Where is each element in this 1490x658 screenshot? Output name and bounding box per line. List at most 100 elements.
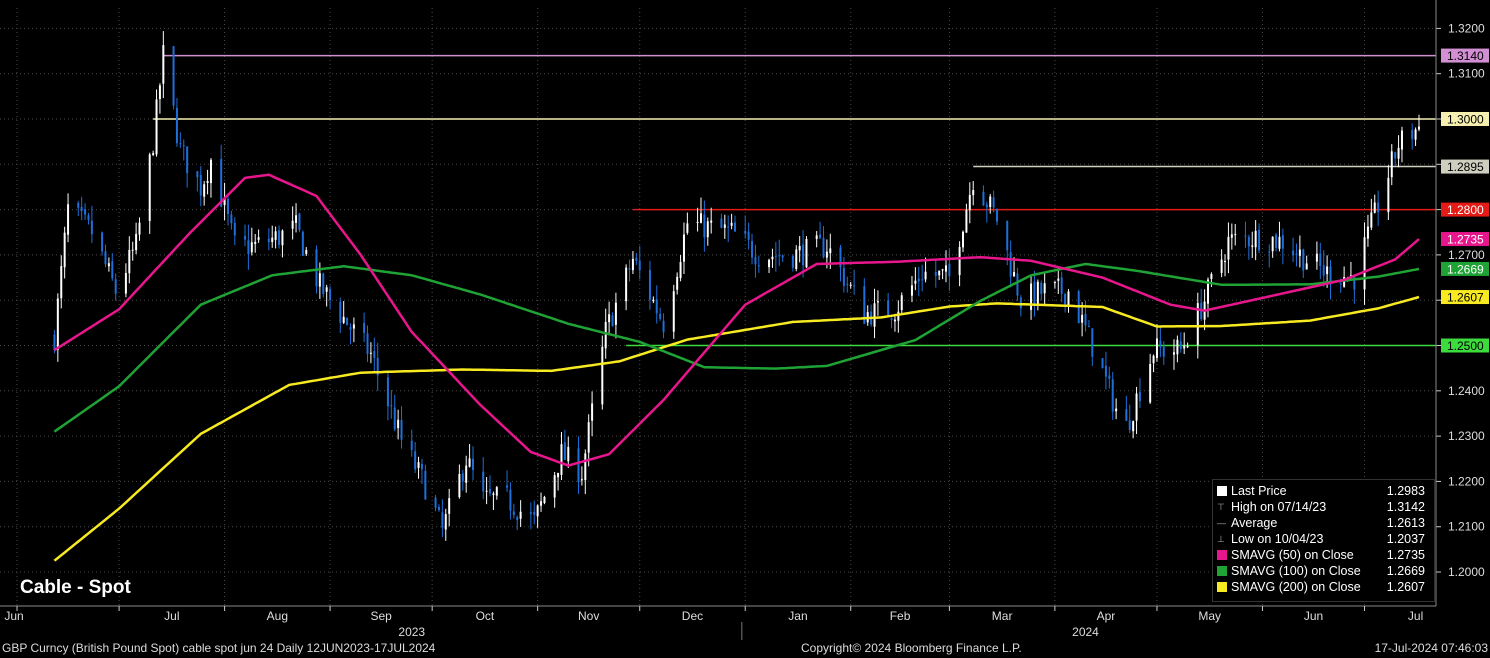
level-tag-label: 1.2800 [1447, 203, 1484, 217]
candle-body [580, 479, 583, 481]
y-tick-label: 1.2000 [1448, 565, 1485, 579]
candle-body [267, 238, 270, 243]
candle-body [339, 301, 342, 323]
candle-body [996, 208, 999, 222]
level-tag-label: 1.2500 [1447, 339, 1484, 353]
level-tag-label: 1.3140 [1447, 49, 1484, 63]
y-tick-label: 1.2400 [1448, 384, 1485, 398]
x-year-label: 2024 [1072, 625, 1099, 639]
candle-body [682, 234, 685, 262]
footer-copyright: Copyright© 2024 Bloomberg Finance L.P. [801, 641, 1022, 655]
candle-body [461, 473, 464, 482]
candle-body [1373, 202, 1376, 213]
candle-body [397, 419, 400, 429]
candle-body [853, 285, 856, 287]
candle-body [1108, 375, 1111, 379]
candle-body [519, 511, 522, 519]
candle-body [417, 462, 420, 468]
candle-body [982, 191, 985, 206]
candle-body [1006, 220, 1009, 251]
candle-body [962, 231, 965, 248]
candle-body [482, 471, 485, 492]
candle-body [1390, 151, 1393, 178]
y-tick-label: 1.3200 [1448, 21, 1485, 35]
candle-body [342, 316, 345, 323]
candle-body [179, 143, 182, 145]
candle-body [849, 284, 852, 286]
candle-body [53, 334, 56, 351]
candle-body [1084, 313, 1087, 326]
candle-body [1053, 281, 1056, 284]
candle-body [1043, 283, 1046, 294]
candle-body [230, 214, 233, 224]
candle-body [699, 213, 702, 223]
candle-body [196, 171, 199, 178]
legend-row: Last Price 1.2983 [1217, 484, 1429, 500]
candle-body [1155, 338, 1158, 358]
candle-body [628, 268, 631, 270]
candle-body [815, 235, 818, 240]
candle-body [441, 512, 444, 528]
candle-body [1394, 152, 1397, 159]
candle-body [587, 422, 590, 453]
candle-body [1278, 236, 1281, 249]
legend-label: SMAVG (200) on Close [1231, 580, 1361, 594]
candle-body [1254, 230, 1257, 248]
candle-body [774, 256, 777, 258]
candle-body [390, 405, 393, 407]
candle-body [1128, 420, 1131, 430]
candle-body [1315, 253, 1318, 262]
candle-body [679, 261, 682, 279]
candle-body [1363, 237, 1366, 290]
x-month-label: Apr [1097, 609, 1116, 623]
ma-tag [1441, 232, 1489, 247]
candle-body [1244, 235, 1247, 237]
y-tick-label: 1.2200 [1448, 474, 1485, 488]
x-month-label: Feb [890, 609, 911, 623]
candle-body [798, 246, 801, 251]
candle-body [1030, 283, 1033, 310]
candle-body [557, 472, 560, 478]
candle-body [910, 285, 913, 296]
candle-body [533, 511, 536, 515]
candle-body [298, 213, 301, 231]
candle-body [172, 46, 175, 106]
candle-body [1292, 250, 1295, 256]
chart-legend: Last Price 1.2983 ⊤ High on 07/14/23 1.3142 —… [1212, 479, 1435, 602]
candle-body [182, 145, 185, 147]
candle-body [825, 251, 828, 258]
x-month-label: Aug [267, 609, 288, 623]
sma100-line [53, 262, 1420, 433]
candle-body [652, 299, 655, 302]
candle-body [410, 440, 413, 450]
candle-body [1115, 408, 1118, 412]
candle-body [965, 209, 968, 233]
candle-body [1224, 261, 1227, 263]
candle-body [676, 276, 679, 290]
legend-label: Last Price [1231, 484, 1287, 498]
candle-body [1101, 358, 1104, 368]
x-month-label: Jun [4, 609, 23, 623]
candle-body [696, 221, 699, 223]
candle-body [468, 458, 471, 467]
candle-body [659, 313, 662, 319]
legend-row: SMAVG (50) on Close 1.2735 [1217, 548, 1429, 564]
candle-body [893, 319, 896, 322]
candle-body [386, 377, 389, 407]
ma-tag-label: 1.2669 [1447, 262, 1484, 276]
candle-body [614, 302, 617, 325]
candle-body [209, 159, 212, 184]
candle-body [206, 180, 209, 184]
candle-body [250, 242, 253, 253]
y-axis: 1.2000 1.2100 1.2200 1.2300 1.2400 1.2500 1.26… [1435, 0, 1489, 606]
candle-body [509, 489, 512, 511]
candle-body [938, 270, 941, 276]
candle-body [795, 249, 798, 269]
candle-body [1281, 235, 1284, 249]
candle-body [771, 256, 774, 260]
candle-body [1302, 249, 1305, 271]
candle-body [485, 490, 488, 492]
candle-body [703, 214, 706, 238]
level-tag [1441, 338, 1489, 353]
candle-body [890, 318, 893, 321]
